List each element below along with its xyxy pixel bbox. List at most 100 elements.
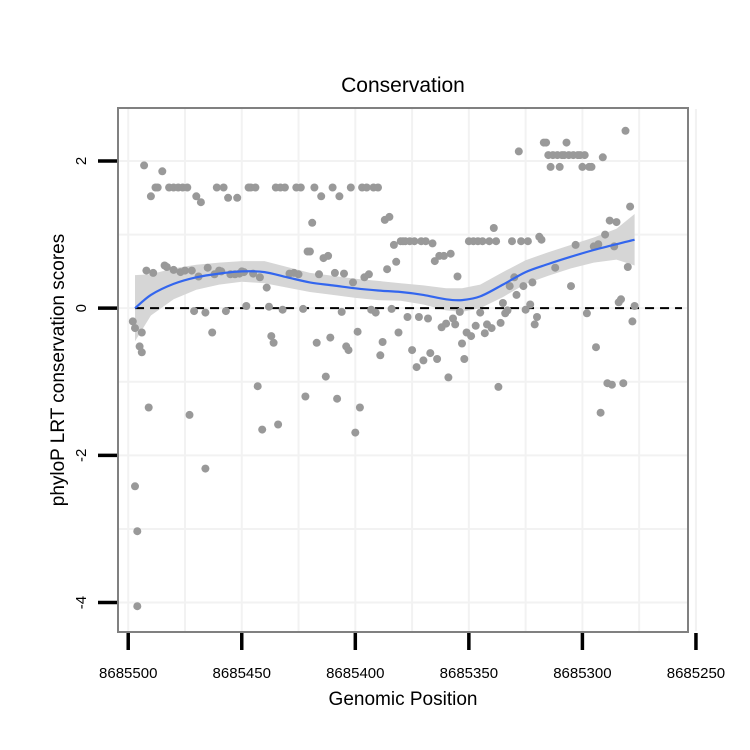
- data-point: [385, 212, 394, 221]
- data-point: [514, 147, 523, 156]
- data-point: [410, 237, 419, 246]
- data-point: [626, 202, 635, 211]
- y-tick-label: -2: [73, 449, 90, 462]
- data-point: [324, 251, 333, 260]
- data-point: [426, 349, 435, 358]
- data-point: [153, 183, 162, 192]
- y-tick-label: 0: [73, 304, 90, 312]
- data-point: [224, 193, 233, 202]
- data-point: [460, 355, 469, 363]
- data-point: [169, 265, 178, 274]
- data-point: [453, 272, 462, 281]
- x-tick-label: 8685500: [99, 665, 157, 682]
- data-point: [133, 602, 142, 611]
- data-point: [607, 380, 616, 389]
- data-point: [528, 278, 537, 287]
- x-axis-label: Genomic Position: [329, 689, 478, 710]
- y-tick-label: -4: [73, 596, 90, 609]
- data-point: [424, 314, 432, 323]
- data-point: [621, 126, 630, 135]
- data-point: [301, 392, 310, 401]
- data-point: [242, 302, 251, 310]
- data-point: [299, 304, 308, 313]
- data-point: [512, 290, 521, 299]
- y-axis-label: phyloP LRT conservation scores: [48, 234, 69, 507]
- data-point: [523, 237, 532, 246]
- data-point: [596, 408, 605, 417]
- data-point: [485, 237, 494, 246]
- data-point: [521, 305, 530, 314]
- data-point: [442, 319, 451, 328]
- data-point: [317, 192, 326, 201]
- data-point: [546, 162, 555, 171]
- data-point: [578, 162, 587, 171]
- data-point: [421, 237, 430, 246]
- data-point: [389, 240, 398, 249]
- data-point: [587, 162, 596, 171]
- data-point: [412, 363, 421, 372]
- data-point: [274, 420, 283, 429]
- data-point: [630, 302, 639, 310]
- chart-title: Conservation: [341, 74, 465, 97]
- data-point: [392, 257, 401, 266]
- data-point: [444, 373, 453, 382]
- data-point: [221, 307, 230, 316]
- smooth-curve: [134, 238, 635, 310]
- data-point: [190, 307, 199, 316]
- data-point: [346, 183, 355, 192]
- data-point: [503, 306, 512, 315]
- data-point: [278, 305, 287, 314]
- data-point: [371, 308, 380, 317]
- data-point: [201, 464, 210, 473]
- data-point: [133, 527, 142, 536]
- data-point: [387, 304, 396, 313]
- data-point: [446, 249, 455, 258]
- data-point: [562, 138, 571, 147]
- data-point: [508, 237, 516, 246]
- plot-frame: [117, 107, 689, 633]
- data-point: [333, 394, 342, 403]
- data-point: [349, 278, 357, 287]
- data-point: [340, 269, 348, 278]
- data-point: [142, 266, 151, 275]
- smooth-line: [134, 238, 635, 310]
- data-point: [146, 192, 155, 201]
- data-point: [530, 320, 539, 329]
- data-point: [592, 343, 600, 352]
- data-point: [612, 218, 621, 227]
- data-point: [144, 403, 153, 412]
- data-point: [355, 403, 364, 412]
- data-point: [187, 266, 196, 275]
- data-point: [185, 410, 194, 419]
- data-point: [601, 230, 610, 239]
- x-tick-label: 8685400: [326, 665, 384, 682]
- data-point: [326, 333, 335, 342]
- data-point: [280, 183, 289, 192]
- data-point: [344, 346, 353, 355]
- data-point: [433, 355, 442, 363]
- data-point: [542, 138, 551, 147]
- data-point: [312, 338, 321, 347]
- data-point: [533, 313, 541, 321]
- data-point: [494, 382, 503, 391]
- data-point: [623, 263, 632, 271]
- data-point: [267, 332, 276, 341]
- data-point: [255, 273, 264, 282]
- data-point: [619, 379, 628, 388]
- data-point: [201, 308, 210, 317]
- data-point: [131, 324, 139, 333]
- data-point: [458, 339, 466, 348]
- data-point: [253, 382, 262, 391]
- data-point: [128, 317, 137, 326]
- data-point: [582, 309, 591, 318]
- data-point: [439, 251, 448, 260]
- data-point: [140, 161, 149, 170]
- data-point: [519, 282, 528, 291]
- data-point: [233, 193, 242, 202]
- data-point: [330, 268, 339, 277]
- data-points: [128, 126, 639, 611]
- data-point: [337, 307, 346, 316]
- data-point: [265, 302, 273, 311]
- data-point: [580, 151, 589, 160]
